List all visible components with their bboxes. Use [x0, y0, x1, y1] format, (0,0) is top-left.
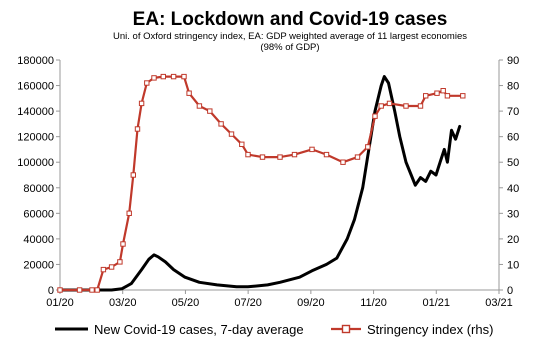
chart-subtitle-line-2: (98% of GDP)	[260, 42, 319, 53]
stringency-point-marker	[196, 103, 203, 109]
x-tick-label: 05/20	[172, 297, 200, 309]
stringency-point-marker	[108, 264, 115, 270]
stringency-point-marker	[403, 103, 409, 109]
x-tick-label: 09/20	[297, 297, 325, 309]
stringency-point-marker	[134, 126, 141, 132]
x-tick-label: 03/21	[485, 297, 513, 309]
stringency-point-marker	[434, 90, 440, 96]
y-right-tick-label: 50	[507, 157, 519, 169]
stringency-point-marker	[460, 93, 466, 99]
stringency-point-marker	[340, 159, 346, 165]
x-tick-label: 11/20	[360, 297, 387, 309]
y-right-tick-label: 20	[507, 234, 519, 246]
y-left-tick-label: 0	[48, 285, 54, 297]
stringency-point-marker	[170, 73, 177, 80]
y-left-tick-label: 160000	[17, 81, 54, 93]
y-left-tick-label: 100000	[17, 157, 54, 169]
stringency-point-marker	[186, 90, 192, 96]
stringency-point-marker	[354, 154, 361, 160]
stringency-point-marker	[138, 100, 145, 107]
x-tick-label: 01/21	[423, 297, 451, 309]
stringency-point-marker	[239, 141, 245, 148]
y-right-tick-label: 0	[507, 285, 513, 297]
stringency-point-marker	[76, 287, 83, 293]
legend-label-stringency: Stringency index (rhs)	[367, 322, 493, 337]
stringency-point-marker	[291, 151, 298, 158]
legend: New Covid-19 cases, 7-day average String…	[55, 322, 493, 337]
x-tick-label: 03/20	[109, 297, 137, 309]
stringency-point-marker	[130, 172, 137, 178]
stringency-point-marker	[378, 103, 384, 109]
y-left-tick-label: 140000	[17, 106, 54, 118]
y-right-tick-label: 40	[507, 183, 519, 195]
stringency-point-marker	[160, 73, 167, 80]
stringency-point-marker	[372, 113, 378, 119]
chart-subtitle-line-1: Uni. of Oxford stringency index, EA: GDP…	[113, 31, 467, 42]
y-right-tick-label: 80	[507, 81, 519, 93]
stringency-point-marker	[144, 80, 150, 86]
y-right-tick-label: 70	[507, 106, 519, 118]
y-right-tick-label: 90	[507, 55, 519, 67]
stringency-point-marker	[228, 131, 235, 137]
series-line-stringency	[58, 75, 464, 292]
legend-label-cases: New Covid-19 cases, 7-day average	[94, 322, 304, 337]
chart-title: EA: Lockdown and Covid-19 cases	[133, 9, 448, 30]
plot-area: 0 20000 40000 60000 80000 100000 120000 140000 1…	[17, 55, 519, 309]
stringency-point-marker	[417, 103, 424, 109]
stringency-point-marker	[151, 75, 157, 81]
series-line-cases	[58, 75, 462, 292]
x-tick-label: 01/20	[46, 297, 74, 309]
stringency-point-marker	[365, 144, 371, 150]
stringency-point-marker	[277, 154, 283, 160]
stringency-point-marker	[386, 100, 393, 107]
stringency-point-marker	[440, 88, 446, 94]
y-right-tick-label: 10	[507, 259, 519, 271]
stringency-point-marker	[323, 151, 330, 158]
stringency-point-marker	[181, 73, 187, 80]
stringency-point-marker	[444, 93, 451, 99]
y-right-tick-label: 60	[507, 132, 519, 144]
y-left-tick-label: 20000	[23, 259, 54, 271]
stringency-point-marker	[57, 287, 63, 293]
stringency-point-marker	[100, 266, 107, 273]
y-left-tick-label: 80000	[23, 183, 54, 195]
stringency-point-marker	[423, 93, 429, 99]
stringency-point-marker	[126, 210, 132, 217]
stringency-point-marker	[89, 287, 95, 293]
y-left-tick-label: 40000	[23, 234, 54, 246]
stringency-point-marker	[94, 287, 100, 293]
y-left-tick-label: 120000	[17, 132, 54, 144]
stringency-point-marker	[245, 151, 251, 158]
stringency-point-marker	[207, 108, 213, 114]
legend-marker-stringency	[341, 324, 351, 334]
stringency-point-marker	[218, 121, 224, 127]
stringency-point-marker	[117, 259, 123, 265]
stringency-point-marker	[309, 146, 315, 153]
stringency-point-marker	[120, 241, 126, 247]
y-left-tick-label: 180000	[17, 55, 54, 67]
stringency-point-marker	[259, 154, 266, 160]
y-right-tick-label: 30	[507, 208, 519, 220]
y-left-tick-label: 60000	[23, 208, 54, 220]
x-tick-label: 07/20	[234, 297, 262, 309]
